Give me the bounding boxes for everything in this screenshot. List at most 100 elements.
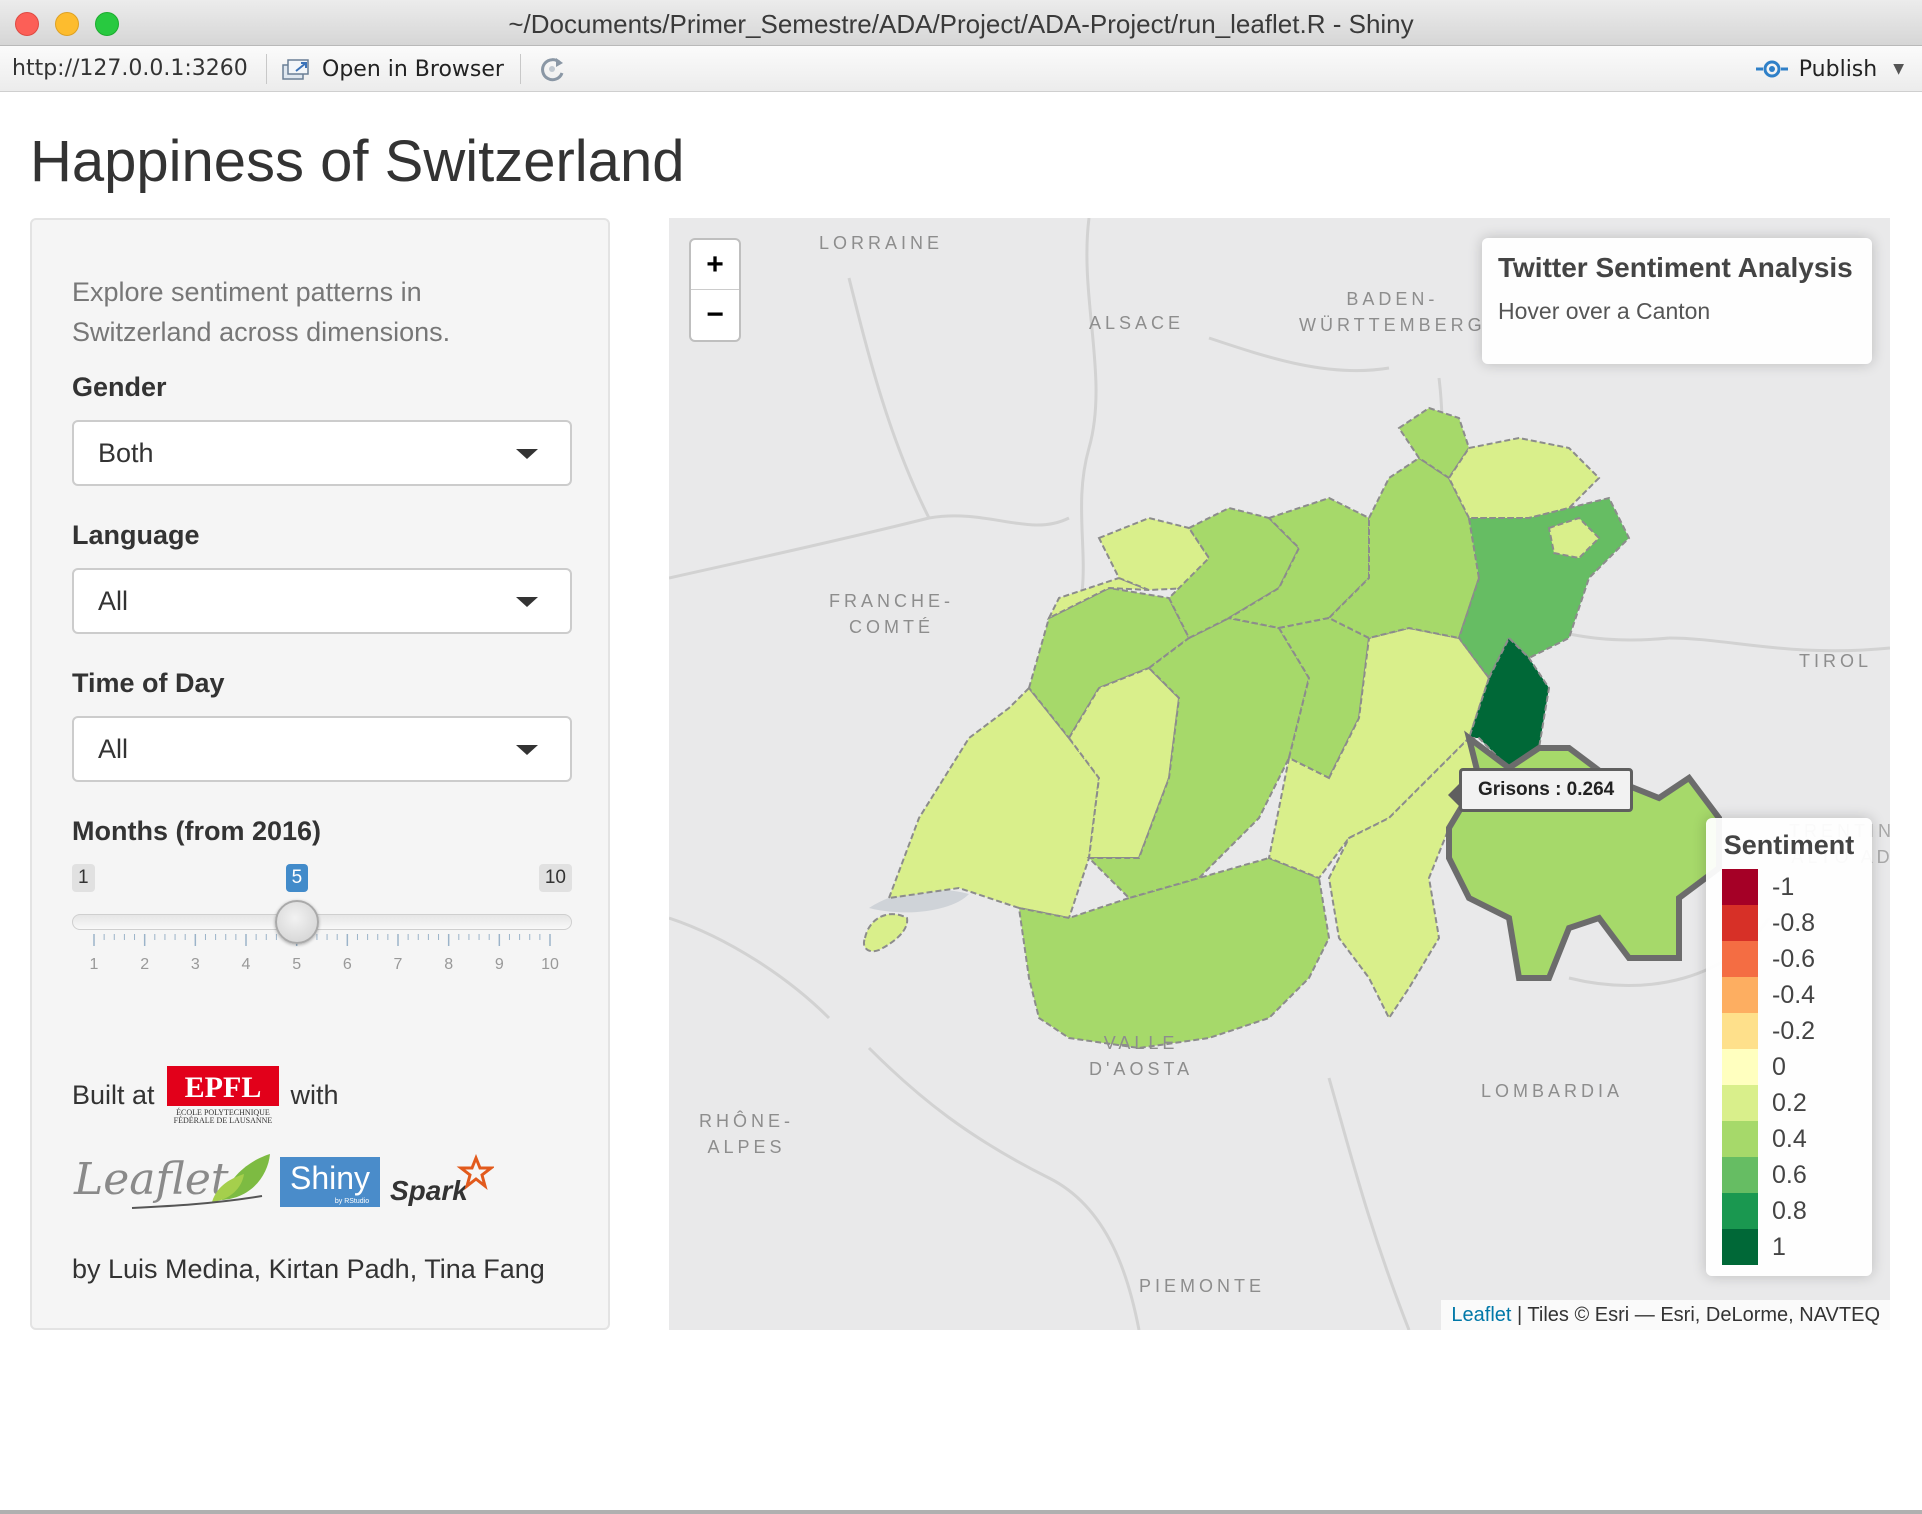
minimize-window-button[interactable] <box>55 12 79 36</box>
basemap <box>669 218 1890 1330</box>
legend-swatch <box>1722 941 1758 977</box>
time-of-day-select[interactable]: All <box>72 716 572 782</box>
legend-swatch <box>1722 869 1758 905</box>
slider-value-badge: 5 <box>285 864 309 892</box>
svg-text:Leaflet: Leaflet <box>73 1154 229 1205</box>
slider-track[interactable] <box>72 914 572 930</box>
legend-item: 1 <box>1720 1229 1858 1265</box>
info-box: Twitter Sentiment Analysis Hover over a … <box>1482 238 1872 364</box>
legend-swatch <box>1722 1085 1758 1121</box>
viewer-toolbar: http://127.0.0.1:3260 Open in Browser Pu… <box>0 46 1922 92</box>
slider-tick-label: 8 <box>444 956 454 973</box>
legend-label: 0.2 <box>1772 1089 1807 1117</box>
window-titlebar: ~/Documents/Primer_Semestre/ADA/Project/… <box>0 0 1922 46</box>
dropdown-arrow-icon <box>516 597 538 607</box>
leaflet-logo[interactable]: Leaflet <box>72 1150 272 1214</box>
language-select[interactable]: All <box>72 568 572 634</box>
slider-handle[interactable] <box>274 900 319 944</box>
canton-thurgau <box>1447 436 1601 519</box>
browser-icon <box>282 59 309 80</box>
region-label-tirol: TIROL <box>1799 651 1873 671</box>
time-of-day-label: Time of Day <box>72 668 225 698</box>
legend-item: -0.4 <box>1720 977 1858 1013</box>
region-label-lombardia: LOMBARDIA <box>1481 1081 1624 1101</box>
authors-text: by Luis Medina, Kirtan Padh, Tina Fang <box>72 1254 545 1284</box>
legend-label: -1 <box>1772 873 1795 901</box>
legend-label: 0.8 <box>1772 1197 1807 1225</box>
epfl-logo[interactable]: EPFL ÉCOLE POLYTECHNIQUE FÉDÉRALE DE LAU… <box>166 1066 279 1124</box>
region-label-rhone-alpes: RHÔNE- ALPES <box>699 1111 794 1157</box>
sentiment-legend: Sentiment -1 -0.8 -0.6 -0.4 -0.2 0 0.2 0.4 0.6 0.… <box>1706 818 1872 1276</box>
legend-rows: -1 -0.8 -0.6 -0.4 -0.2 0 0.2 0.4 0.6 0.8 1 <box>1720 869 1858 1265</box>
region-label-franche-comte: FRANCHE- COMTÉ <box>829 591 954 637</box>
publish-icon <box>1755 60 1788 78</box>
technology-logos: Leaflet Shiny by RStudio Spark <box>72 1150 494 1214</box>
legend-item: 0.6 <box>1720 1157 1858 1193</box>
close-window-button[interactable] <box>15 12 39 36</box>
slider-tick-label: 6 <box>342 956 352 973</box>
built-at-line: Built at EPFL ÉCOLE POLYTECHNIQUE FÉDÉRA… <box>72 1065 339 1125</box>
svg-text:Spark: Spark <box>390 1175 469 1206</box>
region-label-piemonte: PIEMONTE <box>1139 1276 1266 1296</box>
leaflet-map[interactable]: LORRAINE ALSACE BADEN- WÜRTTEMBERG FRANC… <box>669 218 1890 1330</box>
svg-text:FÉDÉRALE DE LAUSANNE: FÉDÉRALE DE LAUSANNE <box>173 1115 272 1124</box>
legend-label: 0.4 <box>1772 1125 1807 1153</box>
legend-item: -0.2 <box>1720 1013 1858 1049</box>
slider-tick-label: 3 <box>190 956 200 973</box>
slider-tick-label: 10 <box>541 956 559 973</box>
legend-title: Sentiment <box>1723 830 1855 860</box>
zoom-in-button[interactable]: + <box>691 240 739 290</box>
legend-swatch <box>1722 1049 1758 1085</box>
legend-item: 0.8 <box>1720 1193 1858 1229</box>
dropdown-arrow-icon <box>516 449 538 459</box>
svg-text:Shiny: Shiny <box>290 1160 370 1196</box>
time-of-day-select-value: All <box>98 734 129 764</box>
leaflet-link[interactable]: Leaflet <box>1451 1304 1512 1326</box>
slider-min-badge: 1 <box>72 864 95 892</box>
region-label-baden-wurttemberg: BADEN- WÜRTTEMBERG <box>1299 289 1486 335</box>
legend-swatch <box>1722 1157 1758 1193</box>
zoom-control: + − <box>689 238 741 342</box>
legend-swatch <box>1722 1121 1758 1157</box>
gender-select[interactable]: Both <box>72 420 572 486</box>
publish-button[interactable]: Publish ▼ <box>1755 54 1904 84</box>
toolbar-divider <box>266 54 267 84</box>
dropdown-arrow-icon <box>516 745 538 755</box>
map-attribution: Leaflet | Tiles © Esri — Esri, DeLorme, … <box>1441 1300 1890 1330</box>
gender-select-value: Both <box>98 438 154 468</box>
canton-tooltip: Grisons : 0.264 <box>1447 768 1634 812</box>
legend-item: 0 <box>1720 1049 1858 1085</box>
legend-swatch <box>1722 905 1758 941</box>
months-slider[interactable]: 1 5 10 1 2 3 4 5 6 7 8 9 10 <box>72 860 572 980</box>
open-in-browser-button[interactable]: Open in Browser <box>282 54 504 84</box>
slider-max-badge: 10 <box>538 864 572 892</box>
legend-item: 0.4 <box>1720 1121 1858 1157</box>
sidebar-panel: Explore sentiment patterns in Switzerlan… <box>30 218 610 1330</box>
language-select-value: All <box>98 586 129 616</box>
window-bottom-edge <box>0 1510 1922 1514</box>
spark-logo[interactable]: Spark <box>388 1154 494 1210</box>
legend-item: -1 <box>1720 869 1858 905</box>
info-subtitle: Hover over a Canton <box>1498 298 1711 324</box>
legend-label: -0.6 <box>1772 945 1816 973</box>
page-title: Happiness of Switzerland <box>30 129 685 194</box>
canton-stgallen <box>1457 496 1631 680</box>
slider-tick-label: 2 <box>140 956 150 973</box>
slider-tick-label: 1 <box>89 956 99 973</box>
language-label: Language <box>72 520 200 550</box>
zoom-window-button[interactable] <box>95 12 119 36</box>
refresh-icon[interactable] <box>538 55 568 83</box>
zoom-out-button[interactable]: − <box>706 298 724 331</box>
canton-ticino <box>1327 736 1481 1020</box>
lake-geneva <box>869 889 969 913</box>
chevron-down-icon[interactable]: ▼ <box>1893 61 1904 77</box>
svg-text:by RStudio: by RStudio <box>335 1198 369 1205</box>
slider-tick-label: 9 <box>494 956 504 973</box>
publish-label: Publish <box>1798 56 1878 82</box>
region-label-valle-daosta: VALLE D'AOSTA <box>1089 1033 1194 1079</box>
slider-tick-label: 5 <box>292 956 302 973</box>
legend-swatch <box>1722 1229 1758 1265</box>
canton-geneva <box>863 913 909 953</box>
url-display[interactable]: http://127.0.0.1:3260 <box>12 56 248 81</box>
shiny-logo[interactable]: Shiny by RStudio <box>280 1157 380 1207</box>
